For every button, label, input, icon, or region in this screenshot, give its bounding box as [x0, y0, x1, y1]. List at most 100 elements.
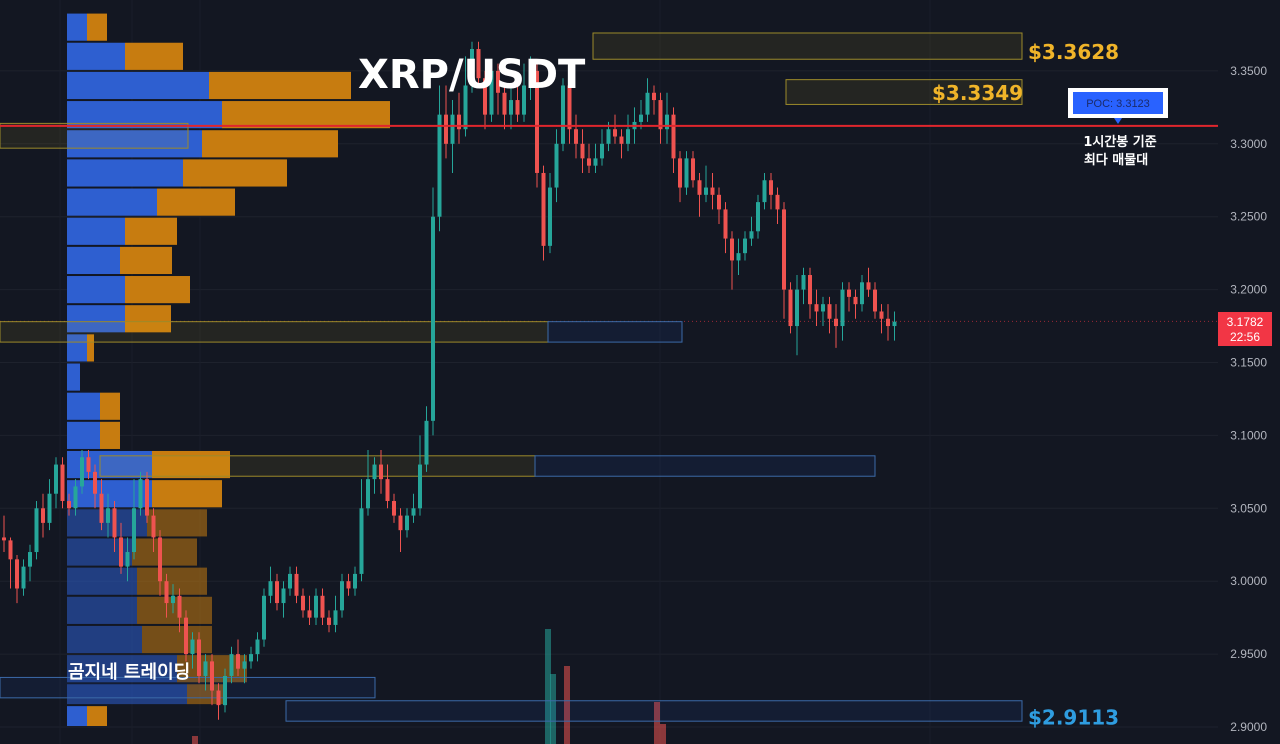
candlestick-series	[2, 41, 897, 720]
candle	[164, 573, 169, 618]
candle-body	[769, 180, 773, 195]
volume-profile-bar-down	[120, 246, 172, 275]
price-zone	[785, 79, 1023, 105]
candle	[320, 588, 325, 625]
volume-profile-bar-down	[87, 334, 94, 362]
candle	[730, 231, 734, 290]
volume-profile-bar-up	[67, 246, 120, 275]
candle	[119, 522, 123, 574]
candle	[379, 449, 383, 494]
candle-body	[613, 129, 617, 137]
candle	[99, 479, 104, 531]
candle-body	[795, 289, 799, 327]
candle	[242, 654, 247, 684]
candle-body	[476, 49, 481, 79]
y-tick-label: 3.1000	[1230, 428, 1267, 442]
volume-profile-bar-up	[67, 363, 80, 391]
candle	[268, 566, 273, 604]
candle	[307, 595, 312, 625]
candle-body	[736, 253, 741, 261]
volume-profile-bar-down	[157, 188, 235, 216]
candle	[8, 537, 13, 589]
candle-body	[645, 92, 650, 115]
candle	[645, 78, 650, 122]
candle	[769, 172, 773, 210]
candle	[151, 508, 156, 553]
price-zone	[0, 122, 189, 149]
volume-profile-bar-up	[67, 188, 157, 216]
candle	[782, 202, 786, 319]
volume-profile-bar-down	[125, 42, 183, 70]
candle-body	[418, 464, 422, 509]
y-tick-label: 2.9500	[1230, 647, 1267, 661]
price-zone	[0, 676, 376, 699]
y-tick-label: 3.2000	[1230, 283, 1267, 297]
candle	[827, 296, 832, 334]
candle	[658, 92, 663, 144]
candle	[509, 85, 513, 130]
candle-body	[892, 321, 897, 327]
volume-profile-bar-down	[137, 567, 207, 595]
candle	[600, 129, 604, 166]
candle-body	[184, 617, 188, 655]
candle-body	[801, 275, 806, 290]
candle	[593, 143, 598, 173]
volume-bar	[654, 702, 660, 744]
candle-body	[314, 595, 318, 618]
candle	[86, 449, 91, 480]
candle-body	[717, 194, 721, 210]
candle-body	[268, 581, 273, 596]
candle	[145, 471, 149, 523]
price-zone	[285, 700, 1023, 722]
price-zone	[592, 32, 1023, 60]
candle	[483, 70, 487, 130]
candle-body	[145, 479, 149, 516]
candle	[652, 85, 656, 115]
candle	[496, 63, 500, 115]
candle	[834, 304, 838, 348]
poc-badge: POC: 3.3123	[1068, 88, 1168, 124]
candle-body	[132, 508, 136, 553]
candle	[275, 573, 279, 611]
candle-body	[873, 289, 877, 312]
candle-body	[840, 289, 845, 327]
candle-body	[509, 100, 513, 115]
candle-body	[541, 172, 546, 246]
poc-label: POC: 3.3123	[1086, 98, 1150, 110]
y-tick-label: 3.3500	[1230, 64, 1267, 78]
candle-body	[821, 304, 825, 312]
candle-body	[359, 508, 364, 574]
candle-body	[34, 508, 39, 553]
candle-body	[580, 143, 585, 159]
candle	[67, 493, 71, 516]
candle-body	[41, 508, 45, 523]
volume-profile-bar-down	[152, 480, 222, 508]
candle-body	[782, 209, 786, 290]
candle	[47, 479, 52, 531]
candle-body	[775, 194, 780, 210]
volume-profile-bar-up	[67, 159, 183, 187]
candle-body	[164, 581, 169, 604]
candle	[236, 639, 240, 676]
candle-body	[535, 70, 539, 173]
candle-body	[392, 501, 396, 516]
y-tick-label: 3.0500	[1230, 501, 1267, 515]
watermark: 곰지네 트레이딩	[68, 662, 190, 683]
candle	[21, 559, 26, 596]
candle-body	[593, 158, 598, 166]
candle	[788, 282, 793, 334]
candle	[444, 85, 448, 159]
candle-body	[496, 70, 500, 93]
volume-bar	[550, 674, 556, 744]
level-label: $3.3349	[932, 81, 1023, 105]
candle-body	[340, 581, 344, 611]
candle-body	[671, 114, 676, 159]
candle-body	[658, 100, 663, 130]
candle	[522, 63, 526, 122]
candle	[697, 172, 702, 217]
candle	[554, 129, 559, 203]
candle	[184, 610, 188, 662]
candle-body	[223, 675, 227, 706]
candle	[795, 275, 799, 356]
